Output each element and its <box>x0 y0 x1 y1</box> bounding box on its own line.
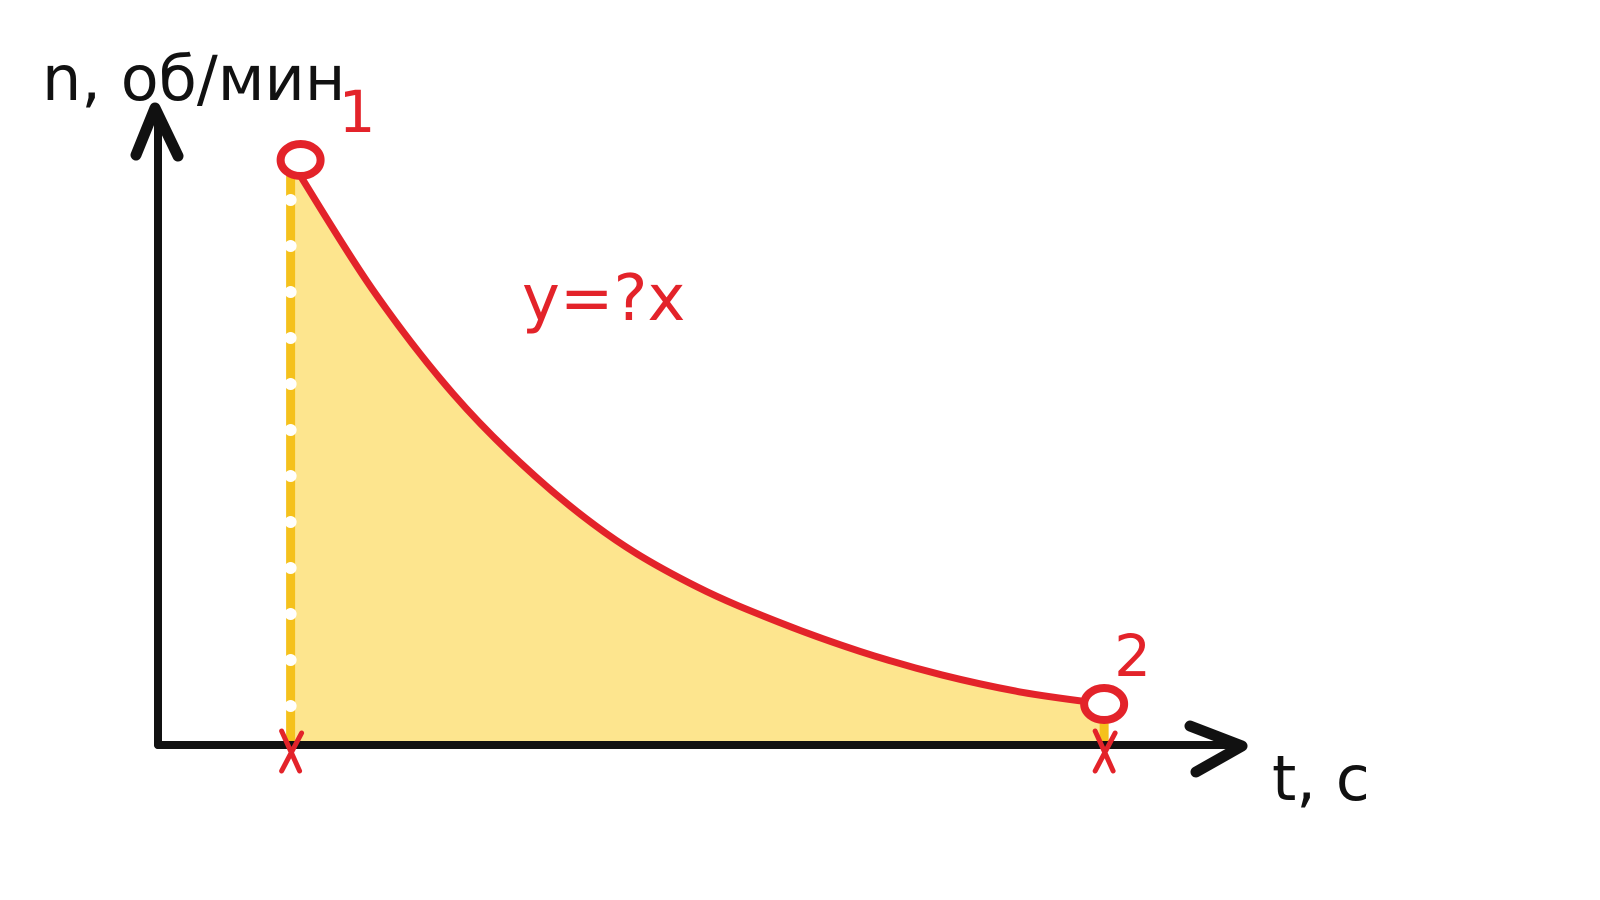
point-markers <box>276 140 1129 725</box>
projection-dot <box>284 332 297 344</box>
projection-dot <box>284 194 297 206</box>
point-marker-1 <box>276 140 325 180</box>
axes <box>130 102 1248 778</box>
projection-dot <box>284 562 297 574</box>
x-tick-cross-icon <box>279 728 305 774</box>
point-label-1: 1 <box>339 78 376 146</box>
projection-dot <box>284 654 297 666</box>
x-axis-arrow-icon <box>1184 720 1248 778</box>
x-tick-cross-icon <box>1092 728 1118 774</box>
formula-annotation: y=?x <box>522 262 685 336</box>
projection-dot <box>284 516 297 528</box>
point-marker-2 <box>1080 684 1129 725</box>
projection-dot <box>284 286 297 298</box>
x-axis-ticks <box>279 728 1118 774</box>
projection-dot <box>284 240 297 252</box>
point-label-2: 2 <box>1114 622 1151 690</box>
projection-dot <box>284 700 297 712</box>
series-curve <box>287 156 1108 708</box>
projection-lines <box>284 171 1109 750</box>
y-axis-label: n, об/мин <box>42 42 345 115</box>
projection-dot <box>284 378 297 390</box>
projection-dot <box>284 608 297 620</box>
projection-dot <box>284 424 297 436</box>
point-labels: 12 <box>339 78 1151 690</box>
x-axis-label: t, c <box>1272 742 1370 815</box>
area-fill <box>290 160 1105 745</box>
projection-dot <box>284 470 297 482</box>
y-axis-arrow-icon <box>130 102 184 162</box>
